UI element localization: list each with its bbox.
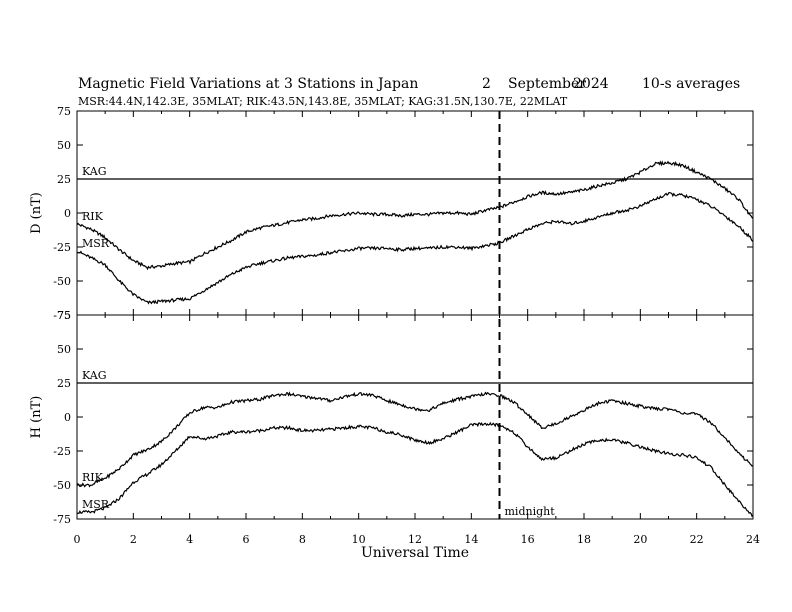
d-y-tick-label: 50 <box>57 139 71 152</box>
midnight-label: midnight <box>505 505 556 518</box>
x-tick-label: 2 <box>130 533 137 546</box>
h-series-msr-label: MSR <box>82 498 110 511</box>
x-tick-label: 6 <box>243 533 250 546</box>
h-series-msr-line <box>76 421 754 518</box>
h-y-axis-label: H (nT) <box>29 396 44 439</box>
d-y-tick-label: -75 <box>53 309 71 322</box>
h-y-tick-label: 25 <box>57 377 71 390</box>
station-coordinates: MSR:44.4N,142.3E, 35MLAT; RIK:43.5N,143.… <box>78 95 568 108</box>
h-y-tick-label: -50 <box>53 479 71 492</box>
h-series-rik-line <box>76 391 754 488</box>
x-tick-label: 8 <box>299 533 306 546</box>
h-station-labels: KAG RIK MSR <box>82 369 110 511</box>
x-tick-label: 12 <box>408 533 422 546</box>
x-tick-label: 22 <box>690 533 704 546</box>
d-y-tick-label: -25 <box>53 241 71 254</box>
chart-header: Magnetic Field Variations at 3 Stations … <box>78 76 740 108</box>
midnight-marker: midnight <box>498 111 556 519</box>
d-panel: 75 50 25 0 -25 -50 -75 D (nT) KAG RIK MSR <box>29 105 754 322</box>
chart-title: Magnetic Field Variations at 3 Stations … <box>78 76 418 92</box>
d-series-rik-label: RIK <box>82 210 104 223</box>
chart-day: 2 <box>482 76 491 92</box>
x-tick-label: 0 <box>74 533 81 546</box>
chart-averaging: 10-s averages <box>642 76 740 92</box>
h-y-tick-label: -25 <box>53 445 71 458</box>
d-panel-frame <box>76 110 754 316</box>
d-series-kag-label: KAG <box>82 165 107 178</box>
d-series-msr-line <box>76 191 754 305</box>
h-series-group <box>76 382 754 518</box>
chart-year: 2024 <box>573 76 609 92</box>
h-series-kag-label: KAG <box>82 369 107 382</box>
x-tick-label: 18 <box>577 533 591 546</box>
d-y-tick-label: 75 <box>57 105 71 118</box>
chart-month: September <box>508 76 586 92</box>
d-y-tick-label: 25 <box>57 173 71 186</box>
x-tick-label: 14 <box>464 533 478 546</box>
x-tick-label: 20 <box>633 533 647 546</box>
x-tick-label: 24 <box>746 533 760 546</box>
h-panel: 75 50 25 0 -25 -50 -75 H (nT) KAG RIK MSR <box>29 309 754 526</box>
d-series-msr-label: MSR <box>82 237 110 250</box>
x-axis: 0 2 4 6 8 10 12 14 16 18 20 22 24 <box>74 533 761 546</box>
h-y-tick-label: 75 <box>57 309 71 322</box>
h-y-axis: 75 50 25 0 -25 -50 -75 <box>53 309 754 526</box>
h-series-rik-label: RIK <box>82 471 104 484</box>
d-y-tick-label: -50 <box>53 275 71 288</box>
x-axis-label: Universal Time <box>361 545 469 561</box>
d-y-tick-label: 0 <box>64 207 71 220</box>
x-tick-label: 4 <box>186 533 193 546</box>
d-y-axis-label: D (nT) <box>29 192 44 234</box>
d-y-axis: 75 50 25 0 -25 -50 -75 <box>53 105 754 322</box>
x-tick-label: 16 <box>521 533 535 546</box>
d-series-group <box>76 160 754 305</box>
x-tick-label: 10 <box>352 533 366 546</box>
d-station-labels: KAG RIK MSR <box>82 165 110 250</box>
d-series-rik-line <box>76 160 754 271</box>
h-panel-frame <box>76 314 754 520</box>
h-y-tick-label: 0 <box>64 411 71 424</box>
h-y-tick-label: 50 <box>57 343 71 356</box>
h-y-tick-label: -75 <box>53 513 71 526</box>
